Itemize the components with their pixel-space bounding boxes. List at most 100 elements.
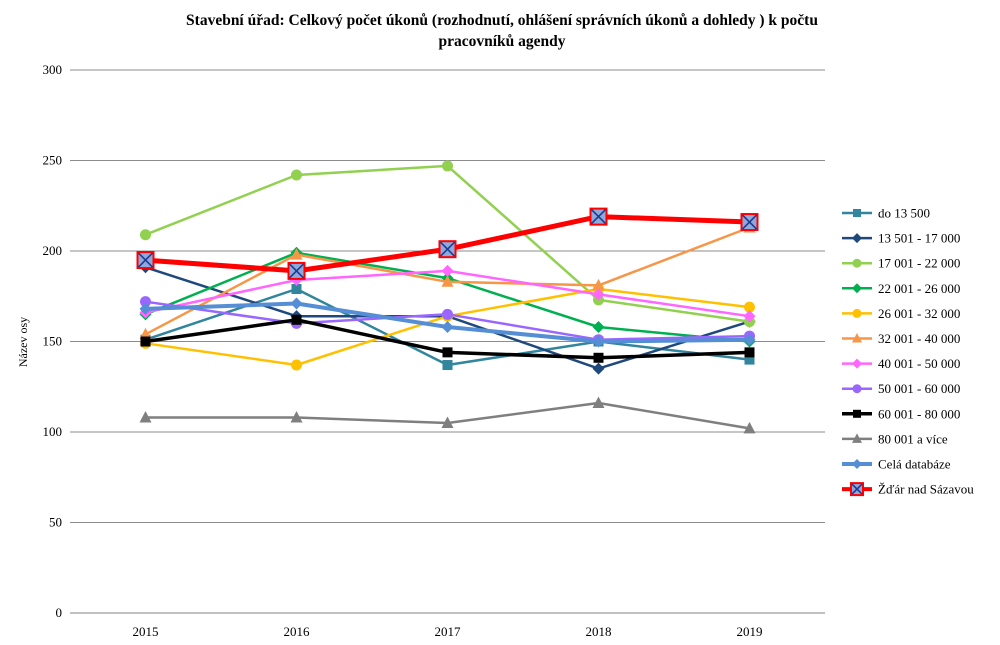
data-point-1-2016 — [291, 284, 302, 295]
data-point-12-2017 — [438, 240, 457, 259]
data-point-11-2018 — [592, 335, 605, 348]
legend-swatch-marker — [853, 209, 861, 217]
legend-item-8: 50 001 - 60 000 — [842, 381, 960, 396]
legend-item-2: 13 501 - 17 000 — [842, 231, 960, 246]
legend-item-3: 17 001 - 22 000 — [842, 256, 960, 271]
legend-label: 32 001 - 40 000 — [878, 331, 960, 346]
legend-item-12: Žďár nad Sázavou — [842, 482, 974, 497]
data-point-9-2018 — [593, 352, 604, 363]
legend-swatch-marker — [852, 433, 862, 443]
legend-item-10: 80 001 a více — [842, 431, 948, 446]
data-point-7-2018 — [592, 288, 605, 301]
legend-item-1: do 13 500 — [842, 206, 930, 221]
series-3 — [140, 160, 755, 328]
legend-swatch-marker — [852, 308, 862, 318]
legend-swatch-marker — [852, 358, 862, 369]
legend: do 13 500 13 501 - 17 000 17 001 - 22 000 2… — [842, 206, 974, 497]
data-point-2-2018 — [592, 362, 605, 375]
data-point-11-2017 — [441, 321, 454, 334]
data-point-1-2019 — [744, 354, 755, 365]
data-point-10-2017 — [441, 416, 454, 428]
legend-item-4: 22 001 - 26 000 — [842, 281, 960, 296]
data-point-9-2019 — [744, 347, 755, 358]
legend-swatch-marker — [852, 283, 862, 294]
data-point-5-2016 — [291, 359, 302, 371]
legend-swatch-marker — [852, 459, 862, 469]
legend-label: 13 501 - 17 000 — [878, 231, 960, 246]
data-point-7-2017 — [441, 264, 454, 277]
y-tick-label-100: 100 — [43, 424, 63, 439]
legend-swatch-marker-cross — [851, 483, 863, 495]
series-layer — [136, 160, 759, 434]
legend-item-11: Celá databáze — [842, 457, 951, 472]
x-tick-label-2018: 2018 — [586, 624, 612, 639]
legend-label: 22 001 - 26 000 — [878, 281, 960, 296]
data-point-8-2017 — [442, 308, 453, 320]
data-point-12-2017-cross — [439, 241, 456, 257]
legend-swatch-marker — [852, 384, 862, 394]
legend-item-5: 26 001 - 32 000 — [842, 306, 960, 321]
legend-label: do 13 500 — [878, 206, 930, 221]
chart-title-line-2: pracovníků agendy — [438, 33, 565, 50]
legend-item-6: 32 001 - 40 000 — [842, 331, 960, 346]
data-point-9-2015 — [140, 336, 151, 347]
chart-title-line-1: Stavební úřad: Celkový počet úkonů (rozh… — [186, 12, 818, 29]
y-tick-label-150: 150 — [43, 334, 63, 349]
y-axis-label: Název osy — [16, 317, 30, 367]
legend-label: 26 001 - 32 000 — [878, 306, 960, 321]
series-9 — [140, 314, 755, 363]
y-tick-label-250: 250 — [43, 153, 63, 168]
data-point-6-2018 — [592, 278, 605, 291]
data-point-10-2016 — [290, 411, 303, 423]
data-point-1-2017 — [442, 360, 453, 371]
data-point-12-2015-cross — [137, 252, 154, 268]
x-tick-label-2016: 2016 — [284, 624, 311, 639]
data-point-10-2018 — [592, 396, 605, 409]
legend-item-7: 40 001 - 50 000 — [842, 356, 960, 371]
x-axis-ticks: 2015 2016 2017 2018 2019 — [133, 624, 763, 639]
legend-swatch-marker — [850, 482, 864, 497]
legend-label: 50 001 - 60 000 — [878, 381, 960, 396]
data-point-3-2016 — [291, 169, 302, 181]
legend-label: 40 001 - 50 000 — [878, 356, 960, 371]
legend-swatch-marker — [853, 409, 861, 418]
data-point-4-2018 — [592, 321, 605, 334]
data-point-12-2016-cross — [288, 263, 305, 279]
data-point-10-2019 — [743, 421, 756, 434]
data-point-12-2019 — [740, 213, 759, 232]
series-11 — [139, 297, 756, 348]
legend-swatch-marker — [852, 233, 862, 244]
x-tick-label-2017: 2017 — [435, 624, 462, 639]
x-tick-label-2015: 2015 — [133, 624, 159, 639]
legend-label: Žďár nad Sázavou — [878, 482, 974, 497]
legend-label: 80 001 a více — [878, 431, 948, 446]
data-point-7-2019 — [743, 310, 756, 323]
data-point-6-2015 — [139, 327, 152, 340]
y-tick-label-200: 200 — [43, 243, 63, 258]
data-point-12-2018 — [589, 207, 608, 226]
data-point-3-2017 — [442, 160, 453, 172]
y-tick-label-300: 300 — [43, 62, 63, 77]
data-point-12-2018-cross — [590, 209, 607, 225]
data-point-11-2015 — [139, 302, 152, 315]
data-point-12-2016 — [287, 261, 306, 280]
data-point-6-2016 — [290, 248, 303, 260]
legend-swatch-marker — [852, 258, 862, 268]
legend-item-9: 60 001 - 80 000 — [842, 406, 960, 421]
data-point-9-2016 — [291, 314, 302, 325]
data-point-12-2015 — [136, 251, 155, 270]
series-10 — [139, 396, 756, 434]
series-12 — [136, 207, 759, 280]
data-point-11-2019 — [743, 333, 756, 346]
y-tick-label-0: 0 — [56, 605, 63, 620]
data-point-11-2016 — [290, 297, 303, 310]
data-point-5-2019 — [744, 301, 755, 313]
data-point-6-2017 — [441, 275, 454, 287]
legend-label: 17 001 - 22 000 — [878, 256, 960, 271]
data-point-9-2017 — [442, 347, 453, 358]
data-point-8-2015 — [140, 296, 151, 308]
legend-label: Celá databáze — [878, 457, 951, 472]
data-point-12-2019-cross — [741, 214, 758, 230]
data-point-3-2015 — [140, 229, 151, 241]
